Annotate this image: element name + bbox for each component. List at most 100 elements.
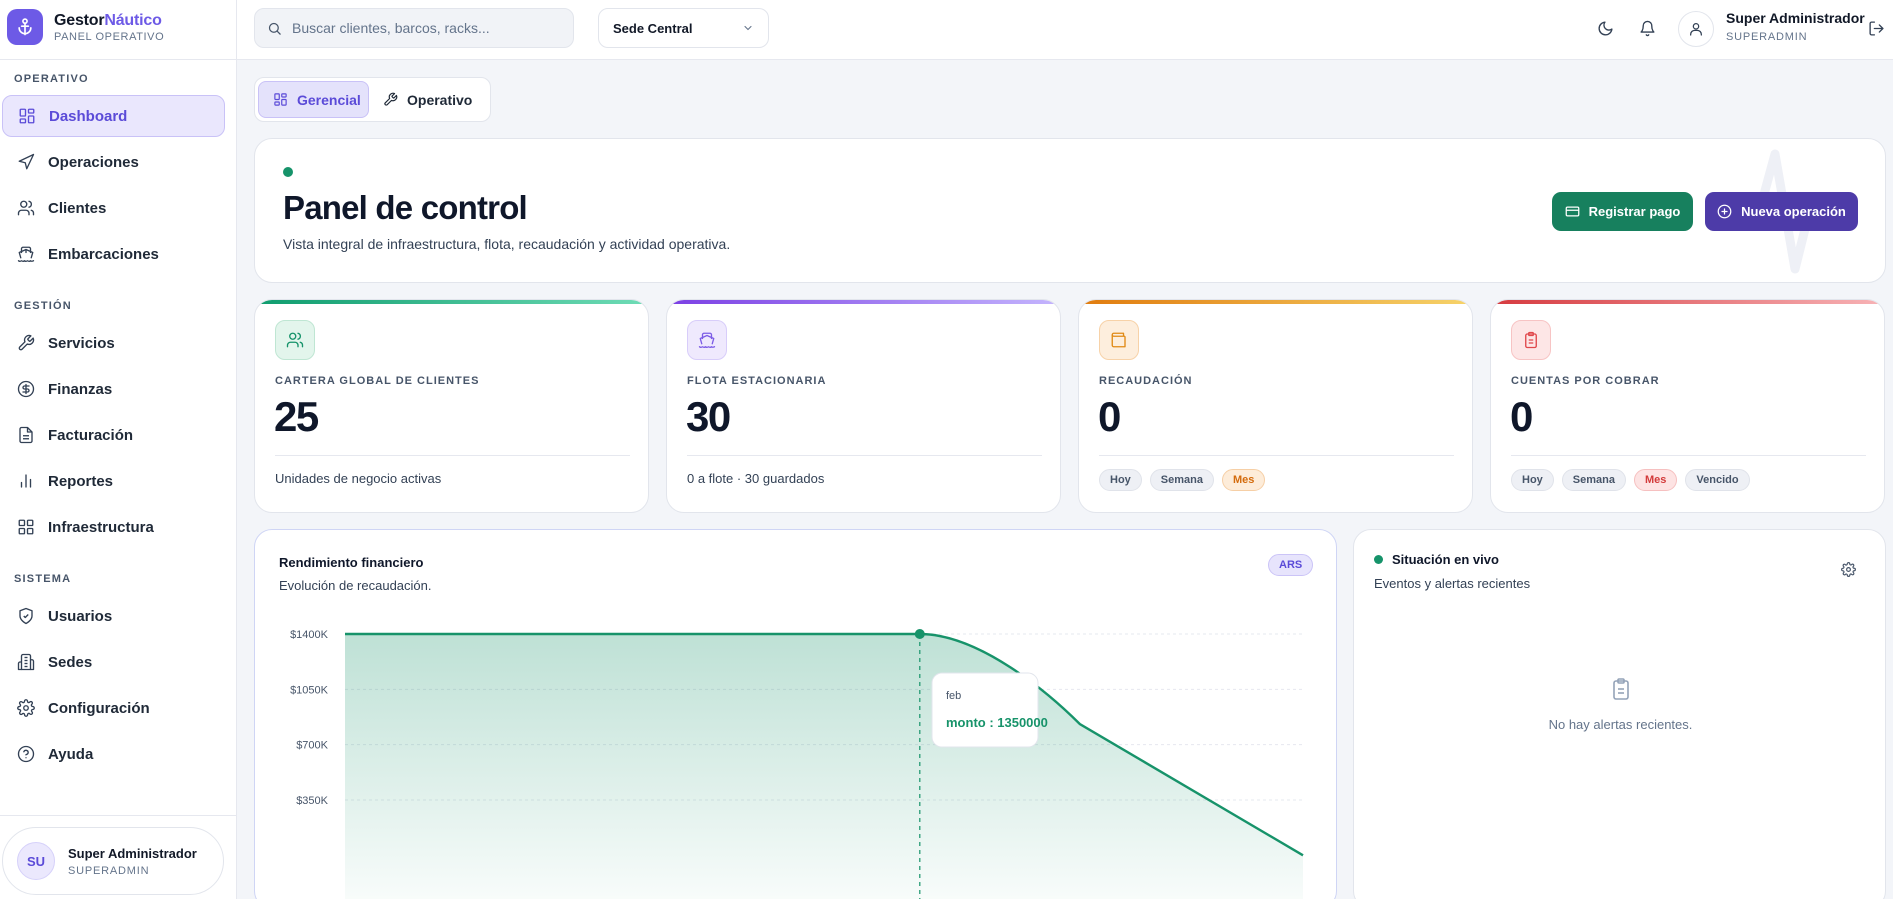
sidebar-item-dashboard[interactable]: Dashboard [2, 95, 225, 137]
sidebar-item-label: Servicios [48, 334, 115, 352]
search-input[interactable] [292, 20, 562, 36]
grid-icon [273, 92, 288, 107]
sidebar-item-sedes[interactable]: Sedes [2, 641, 225, 683]
user-name: Super Administrador [68, 845, 197, 861]
users-icon [275, 320, 315, 360]
sidebar-item-ayuda[interactable]: Ayuda [2, 733, 225, 775]
plus-circle-icon [1717, 204, 1732, 219]
view-tabs: Gerencial Operativo [254, 77, 491, 122]
y-tick-label: $1050K [290, 684, 329, 696]
sidebar-item-label: Sedes [48, 653, 93, 671]
top-user: Super Administrador SUPERADMIN [1726, 10, 1865, 43]
divider [0, 815, 237, 816]
wrench-icon [383, 92, 398, 107]
wrench-icon [16, 333, 36, 353]
user-role: SUPERADMIN [1726, 31, 1808, 43]
sidebar-item-clientes[interactable]: Clientes [2, 187, 225, 229]
document-icon [16, 425, 36, 445]
tooltip-label: feb [946, 690, 961, 702]
search-box[interactable] [254, 8, 574, 48]
divider [1099, 455, 1454, 456]
site-select-value: Sede Central [613, 20, 693, 36]
credit-card-icon [1565, 204, 1580, 219]
sidebar-item-finanzas[interactable]: Finanzas [2, 368, 225, 410]
live-status-card: Situación en vivo Eventos y alertas reci… [1353, 529, 1886, 899]
clipboard-icon [1511, 320, 1551, 360]
kpi-value: 0 [1098, 393, 1121, 440]
sidebar-item-label: Facturación [48, 426, 134, 444]
page-subtitle: Vista integral de infraestructura, flota… [283, 236, 731, 252]
register-payment-button[interactable]: Registrar pago [1552, 192, 1693, 231]
sidebar-item-embarcaciones[interactable]: Embarcaciones [2, 233, 225, 275]
user-role: SUPERADMIN [68, 864, 150, 877]
site-select[interactable]: Sede Central [598, 8, 769, 48]
sidebar-item-facturacion[interactable]: Facturación [2, 414, 225, 456]
sidebar-item-infraestructura[interactable]: Infraestructura [2, 506, 225, 548]
status-dot [1374, 555, 1383, 564]
chip-vencido[interactable]: Vencido [1685, 469, 1750, 491]
chip-hoy[interactable]: Hoy [1099, 469, 1142, 491]
live-subtitle: Eventos y alertas recientes [1374, 576, 1531, 591]
kpi-label: CUENTAS POR COBRAR [1511, 375, 1660, 387]
gear-icon[interactable] [1841, 562, 1856, 577]
divider [275, 455, 630, 456]
divider [1511, 455, 1866, 456]
section-label-gestion: GESTIÓN [14, 300, 72, 312]
empty-state-text: No hay alertas recientes. [1548, 717, 1693, 732]
page-title: Panel de control [283, 189, 528, 226]
kpi-label: FLOTA ESTACIONARIA [687, 375, 827, 387]
finance-area-chart[interactable]: $1400K $1050K $700K $350K feb monto : 13500… [255, 530, 1337, 899]
chip-semana[interactable]: Semana [1561, 469, 1626, 491]
y-tick-label: $350K [296, 795, 328, 807]
sidebar-item-label: Configuración [48, 699, 150, 717]
avatar: SU [17, 842, 55, 880]
chip-semana[interactable]: Semana [1149, 469, 1214, 491]
chart-series-line [345, 632, 1304, 857]
chip-mes[interactable]: Mes [1221, 469, 1266, 491]
sidebar-user-card[interactable]: SU Super Administrador SUPERADMIN [2, 827, 224, 895]
kpi-accent-bar [1491, 300, 1884, 304]
kpi-label: CARTERA GLOBAL DE CLIENTES [275, 375, 480, 387]
sidebar-item-reportes[interactable]: Reportes [2, 460, 225, 502]
sidebar-item-operaciones[interactable]: Operaciones [2, 141, 225, 183]
user-name: Super Administrador [1726, 10, 1865, 26]
currency-badge: ARS [1268, 554, 1314, 576]
brand[interactable]: GestorNáutico PANEL OPERATIVO [7, 8, 164, 46]
y-tick-label: $1400K [290, 629, 329, 641]
kpi-value: 0 [1510, 393, 1533, 440]
kpi-footer: 0 a flote · 30 guardados [687, 471, 825, 486]
period-chips: Hoy Semana Mes Vencido [1511, 469, 1758, 491]
section-label-operativo: OPERATIVO [14, 73, 89, 85]
tab-gerencial[interactable]: Gerencial [258, 81, 369, 118]
chevron-down-icon [742, 22, 754, 34]
user-icon[interactable] [1678, 11, 1714, 47]
sidebar-item-usuarios[interactable]: Usuarios [2, 595, 225, 637]
sidebar-item-servicios[interactable]: Servicios [2, 322, 225, 364]
finance-chart-card: Rendimiento financiero Evolución de reca… [254, 529, 1337, 899]
live-title: Situación en vivo [1392, 552, 1499, 567]
sidebar-item-label: Ayuda [48, 745, 94, 763]
help-circle-icon [16, 744, 36, 764]
chip-hoy[interactable]: Hoy [1511, 469, 1554, 491]
sidebar-item-configuracion[interactable]: Configuración [2, 687, 225, 729]
bell-icon[interactable] [1635, 16, 1659, 40]
wallet-icon [1099, 320, 1139, 360]
kpi-accent-bar [667, 300, 1060, 304]
kpi-card-recaudacion: RECAUDACIÓN 0 Hoy Semana Mes [1078, 299, 1473, 513]
moon-icon[interactable] [1593, 16, 1617, 40]
chart-highlight-point[interactable] [914, 629, 925, 639]
chart-title: Rendimiento financiero [279, 555, 424, 570]
sidebar-item-label: Usuarios [48, 607, 113, 625]
chip-mes[interactable]: Mes [1633, 469, 1678, 491]
sidebar-item-label: Infraestructura [48, 518, 154, 536]
tab-operativo[interactable]: Operativo [369, 81, 486, 118]
logout-icon[interactable] [1864, 16, 1888, 40]
y-tick-label: $700K [296, 740, 328, 752]
period-chips: Hoy Semana Mes [1099, 469, 1273, 491]
ship-icon [687, 320, 727, 360]
new-operation-button[interactable]: Nueva operación [1705, 192, 1858, 231]
section-label-sistema: SISTEMA [14, 573, 72, 585]
sidebar-item-label: Dashboard [49, 107, 128, 125]
divider [0, 59, 237, 60]
tab-label: Operativo [407, 91, 473, 108]
